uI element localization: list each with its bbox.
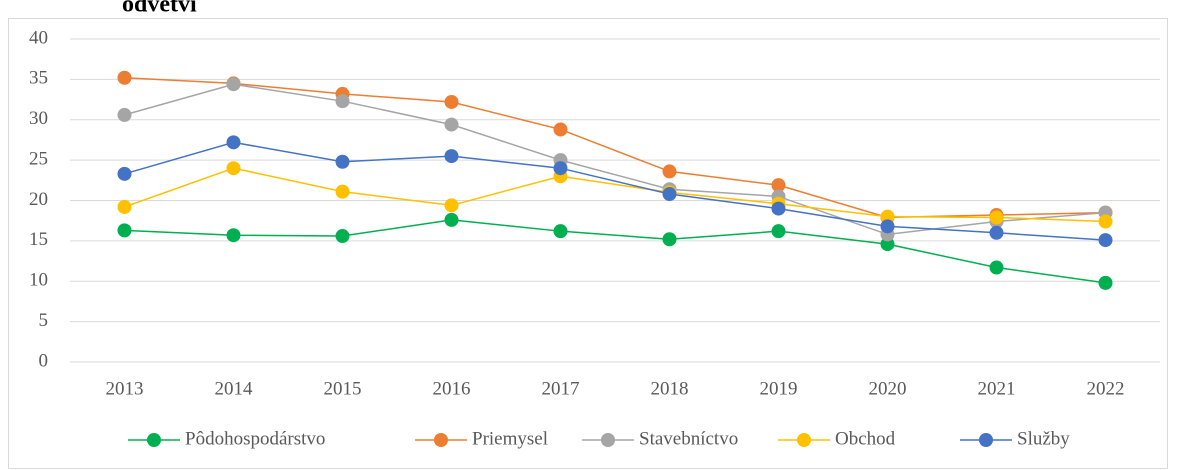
data-point bbox=[226, 77, 241, 92]
chart-frame bbox=[8, 18, 1168, 469]
legend-marker bbox=[601, 433, 615, 447]
data-point bbox=[117, 166, 132, 181]
data-point bbox=[117, 107, 132, 122]
data-point bbox=[989, 260, 1004, 275]
data-point bbox=[771, 224, 786, 239]
y-tick-label: 20 bbox=[29, 189, 48, 210]
y-tick-label: 5 bbox=[39, 310, 49, 331]
legend-marker bbox=[147, 433, 161, 447]
data-point bbox=[989, 210, 1004, 225]
legend-label: Stavebníctvo bbox=[639, 428, 738, 449]
legend-label: Priemysel bbox=[472, 428, 548, 449]
data-point bbox=[117, 199, 132, 214]
y-tick-label: 10 bbox=[29, 270, 48, 291]
data-point bbox=[117, 223, 132, 238]
x-tick-label: 2016 bbox=[433, 378, 471, 399]
data-point bbox=[553, 224, 568, 239]
data-point bbox=[989, 225, 1004, 240]
data-point bbox=[662, 187, 677, 202]
legend-marker bbox=[979, 433, 993, 447]
data-point bbox=[335, 94, 350, 109]
y-tick-label: 40 bbox=[29, 27, 48, 48]
data-point bbox=[226, 135, 241, 150]
x-tick-label: 2018 bbox=[651, 378, 689, 399]
data-point bbox=[880, 237, 895, 252]
series-line bbox=[124, 167, 1106, 223]
data-point bbox=[553, 122, 568, 137]
data-point bbox=[117, 70, 132, 85]
y-tick-label: 15 bbox=[29, 229, 48, 250]
data-point bbox=[1098, 233, 1113, 248]
data-point bbox=[444, 94, 459, 109]
x-tick-label: 2021 bbox=[978, 378, 1016, 399]
x-tick-label: 2022 bbox=[1087, 378, 1125, 399]
legend-marker bbox=[797, 433, 811, 447]
x-tick-label: 2013 bbox=[106, 378, 144, 399]
data-point bbox=[444, 149, 459, 164]
data-point bbox=[335, 229, 350, 244]
data-point bbox=[444, 198, 459, 213]
data-point bbox=[880, 209, 895, 224]
y-tick-label: 30 bbox=[29, 108, 48, 129]
data-point bbox=[226, 228, 241, 243]
data-point bbox=[335, 184, 350, 199]
x-tick-label: 2017 bbox=[542, 378, 580, 399]
series-line bbox=[124, 219, 1106, 284]
data-point bbox=[444, 212, 459, 227]
data-point bbox=[771, 201, 786, 216]
legend-marker bbox=[434, 433, 448, 447]
data-point bbox=[1098, 275, 1113, 290]
series-line bbox=[124, 77, 1106, 219]
legend-label: Obchod bbox=[835, 428, 896, 449]
data-point bbox=[771, 178, 786, 193]
data-point bbox=[444, 117, 459, 132]
legend-label: Pôdohospodárstvo bbox=[185, 428, 325, 449]
series-line bbox=[124, 83, 1106, 236]
y-tick-label: 0 bbox=[39, 350, 49, 371]
legend-label: Služby bbox=[1017, 428, 1070, 449]
data-point bbox=[662, 164, 677, 179]
data-point bbox=[1098, 214, 1113, 229]
data-point bbox=[553, 161, 568, 176]
data-point bbox=[335, 154, 350, 169]
data-point bbox=[226, 161, 241, 176]
data-point bbox=[880, 219, 895, 234]
x-tick-label: 2019 bbox=[760, 378, 798, 399]
x-tick-label: 2014 bbox=[215, 378, 254, 399]
y-tick-label: 25 bbox=[29, 148, 48, 169]
series-line bbox=[124, 141, 1106, 241]
x-tick-label: 2015 bbox=[324, 378, 362, 399]
x-tick-label: 2020 bbox=[869, 378, 907, 399]
y-tick-label: 35 bbox=[29, 68, 48, 89]
data-point bbox=[662, 232, 677, 247]
chart-title: odvetví bbox=[122, 0, 197, 18]
